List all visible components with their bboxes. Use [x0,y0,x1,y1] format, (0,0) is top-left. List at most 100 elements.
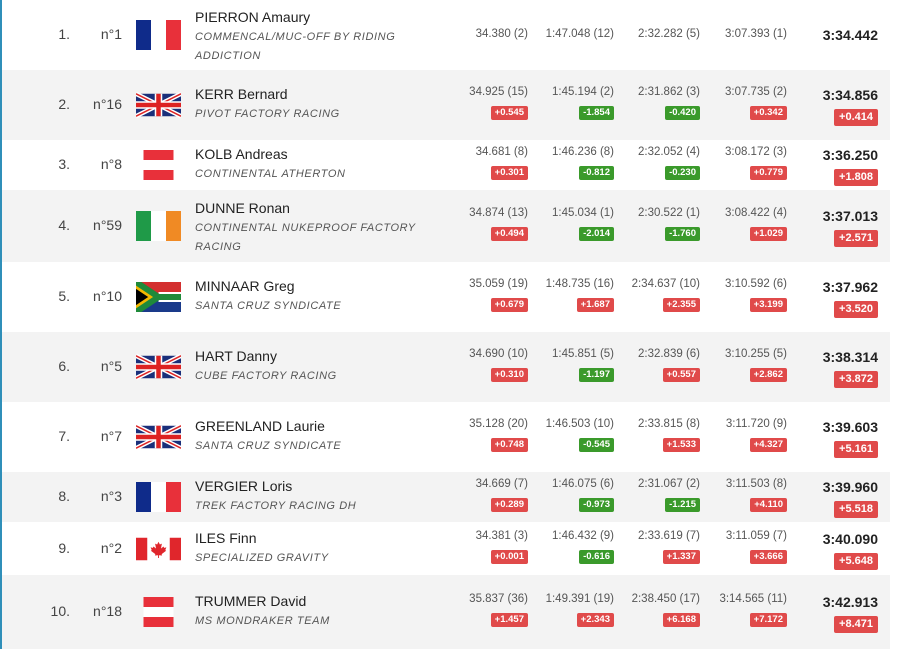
rank: 5. [58,288,70,304]
table-row[interactable]: 10. n°18 TRUMMER David MS MONDRAKER TEAM 35.… [2,575,890,649]
team-name: CONTINENTAL ATHERTON [195,168,346,180]
split-delta-badge: +0.545 [490,106,528,120]
split-delta-badge: -1.760 [665,227,700,241]
split-time-cell: 2:32.052 (4) -0.230 [622,143,700,182]
rider-name[interactable]: KERR Bernard [195,86,288,102]
split-time: 34.925 (15) [469,86,528,98]
split-time-cell: 1:45.194 (2) -1.854 [534,83,614,122]
split-time: 1:46.236 (8) [551,146,614,158]
split-time-cell: 2:32.282 (5) [622,25,700,44]
left-accent-bar [0,0,2,649]
split-time: 34.681 (8) [475,146,528,158]
rider-name[interactable]: HART Danny [195,348,277,364]
table-row[interactable]: 3. n°8 KOLB Andreas CONTINENTAL ATHERTON 34.… [2,140,890,190]
split-time-cell: 2:30.522 (1) -1.760 [622,204,700,243]
split-delta-badge: +0.779 [749,166,787,180]
rank: 4. [58,217,70,233]
split-time: 3:11.503 (8) [725,478,787,490]
split-time: 34.874 (13) [469,207,528,219]
rank: 3. [58,156,70,172]
split-delta-badge: +4.327 [749,438,787,452]
split-time: 1:48.735 (16) [545,278,614,290]
split-time: 2:33.619 (7) [637,529,700,542]
split-delta-badge: +0.289 [490,498,528,512]
split-time-cell: 3:11.503 (8) +4.110 [709,475,787,514]
split-time-cell: 1:46.432 (9) -0.616 [534,527,614,566]
team-name: SPECIALIZED GRAVITY [195,551,329,564]
split-delta-badge: +1.337 [662,549,700,564]
rider-name[interactable]: MINNAAR Greg [195,278,295,294]
bib-number: n°7 [100,428,122,444]
rider-name[interactable]: ILES Finn [195,529,257,546]
france-flag-icon [136,482,181,512]
split-delta-badge: -1.215 [665,498,700,512]
split-delta-badge: -2.014 [579,227,614,241]
bib-number: n°59 [93,217,122,233]
rider-name[interactable]: GREENLAND Laurie [195,418,325,434]
table-row[interactable]: 7. n°7 GREENLAND Laurie SANTA CRUZ SYNDICAT… [2,402,890,472]
total-time: 3:40.090 [822,530,878,547]
total-time-cell: 3:37.013 +2.571 [792,206,878,247]
split-time: 3:10.255 (5) [724,348,787,360]
split-time-cell: 1:48.735 (16) +1.687 [534,275,614,314]
split-time: 34.380 (2) [475,28,528,40]
split-delta-badge: +2.343 [576,613,614,627]
split-delta-badge: +1.687 [576,298,614,312]
table-row[interactable]: 4. n°59 DUNNE Ronan CONTINENTAL NUKEPROOF F… [2,190,890,262]
austria-flag-icon [136,150,181,180]
split-time: 2:31.067 (2) [637,478,700,490]
split-time: 3:08.422 (4) [724,207,787,219]
split-time: 2:33.815 (8) [637,418,700,430]
split-delta-badge: +0.310 [490,368,528,382]
split-time: 2:31.862 (3) [637,86,700,98]
split-time-cell: 34.669 (7) +0.289 [432,475,528,514]
bib-number: n°16 [93,96,122,112]
gap-badge: +8.471 [834,616,878,633]
split-time-cell: 34.381 (3) +0.001 [432,527,528,566]
total-time: 3:39.960 [822,479,878,495]
table-row[interactable]: 1. n°1 PIERRON Amaury COMMENCAL/MUC-OFF BY … [2,0,890,70]
split-time: 35.059 (19) [469,278,528,290]
split-time-cell: 3:10.592 (6) +3.199 [709,275,787,314]
split-time-cell: 1:47.048 (12) [534,25,614,44]
split-time-cell: 34.874 (13) +0.494 [432,204,528,243]
rider-name[interactable]: DUNNE Ronan [195,200,290,216]
rider-name[interactable]: KOLB Andreas [195,146,288,162]
total-time-cell: 3:39.960 +5.518 [792,477,878,518]
split-delta-badge: +3.199 [749,298,787,312]
rider-name[interactable]: PIERRON Amaury [195,9,311,25]
rider-name[interactable]: TRUMMER David [195,593,307,609]
rank: 10. [50,603,70,619]
split-delta-badge: -0.420 [665,106,700,120]
ireland-flag-icon [136,211,181,241]
table-row[interactable]: 6. n°5 HART Danny CUBE FACTORY RACING 34.690… [2,332,890,402]
total-time: 3:34.856 [822,87,878,103]
total-time: 3:39.603 [822,419,878,435]
split-time-cell: 34.690 (10) +0.310 [432,345,528,384]
gap-badge: +5.518 [834,501,878,518]
bib-number: n°18 [93,603,122,619]
split-delta-badge: +0.748 [490,438,528,452]
table-row[interactable]: 9. n°2 ILES Finn SPECIALIZED GRAVITY 34.381 … [2,522,890,575]
split-time: 2:38.450 (17) [631,593,700,605]
rank: 9. [58,539,70,556]
total-time: 3:34.442 [822,27,878,43]
total-time: 3:37.962 [822,279,878,295]
split-delta-badge: +2.355 [662,298,700,312]
gap-badge: +1.808 [834,169,878,186]
rider-name[interactable]: VERGIER Loris [195,478,293,494]
split-time-cell: 1:45.851 (5) -1.197 [534,345,614,384]
split-time-cell: 35.059 (19) +0.679 [432,275,528,314]
split-time: 1:49.391 (19) [545,593,614,605]
team-name: TREK FACTORY RACING DH [195,500,357,512]
table-row[interactable]: 8. n°3 VERGIER Loris TREK FACTORY RACING DH… [2,472,890,522]
rank: 7. [58,428,70,444]
total-time-cell: 3:34.856 +0.414 [792,85,878,126]
split-delta-badge: +0.557 [662,368,700,382]
table-row[interactable]: 2. n°16 KERR Bernard PIVOT FACTORY RACING 34… [2,70,890,140]
table-row[interactable]: 5. n°10 MINNAAR Greg SANTA CRUZ SYNDICATE 35… [2,262,890,332]
gap-badge: +3.520 [834,301,878,318]
split-delta-badge: +7.172 [749,613,787,627]
bib-number: n°10 [93,288,122,304]
